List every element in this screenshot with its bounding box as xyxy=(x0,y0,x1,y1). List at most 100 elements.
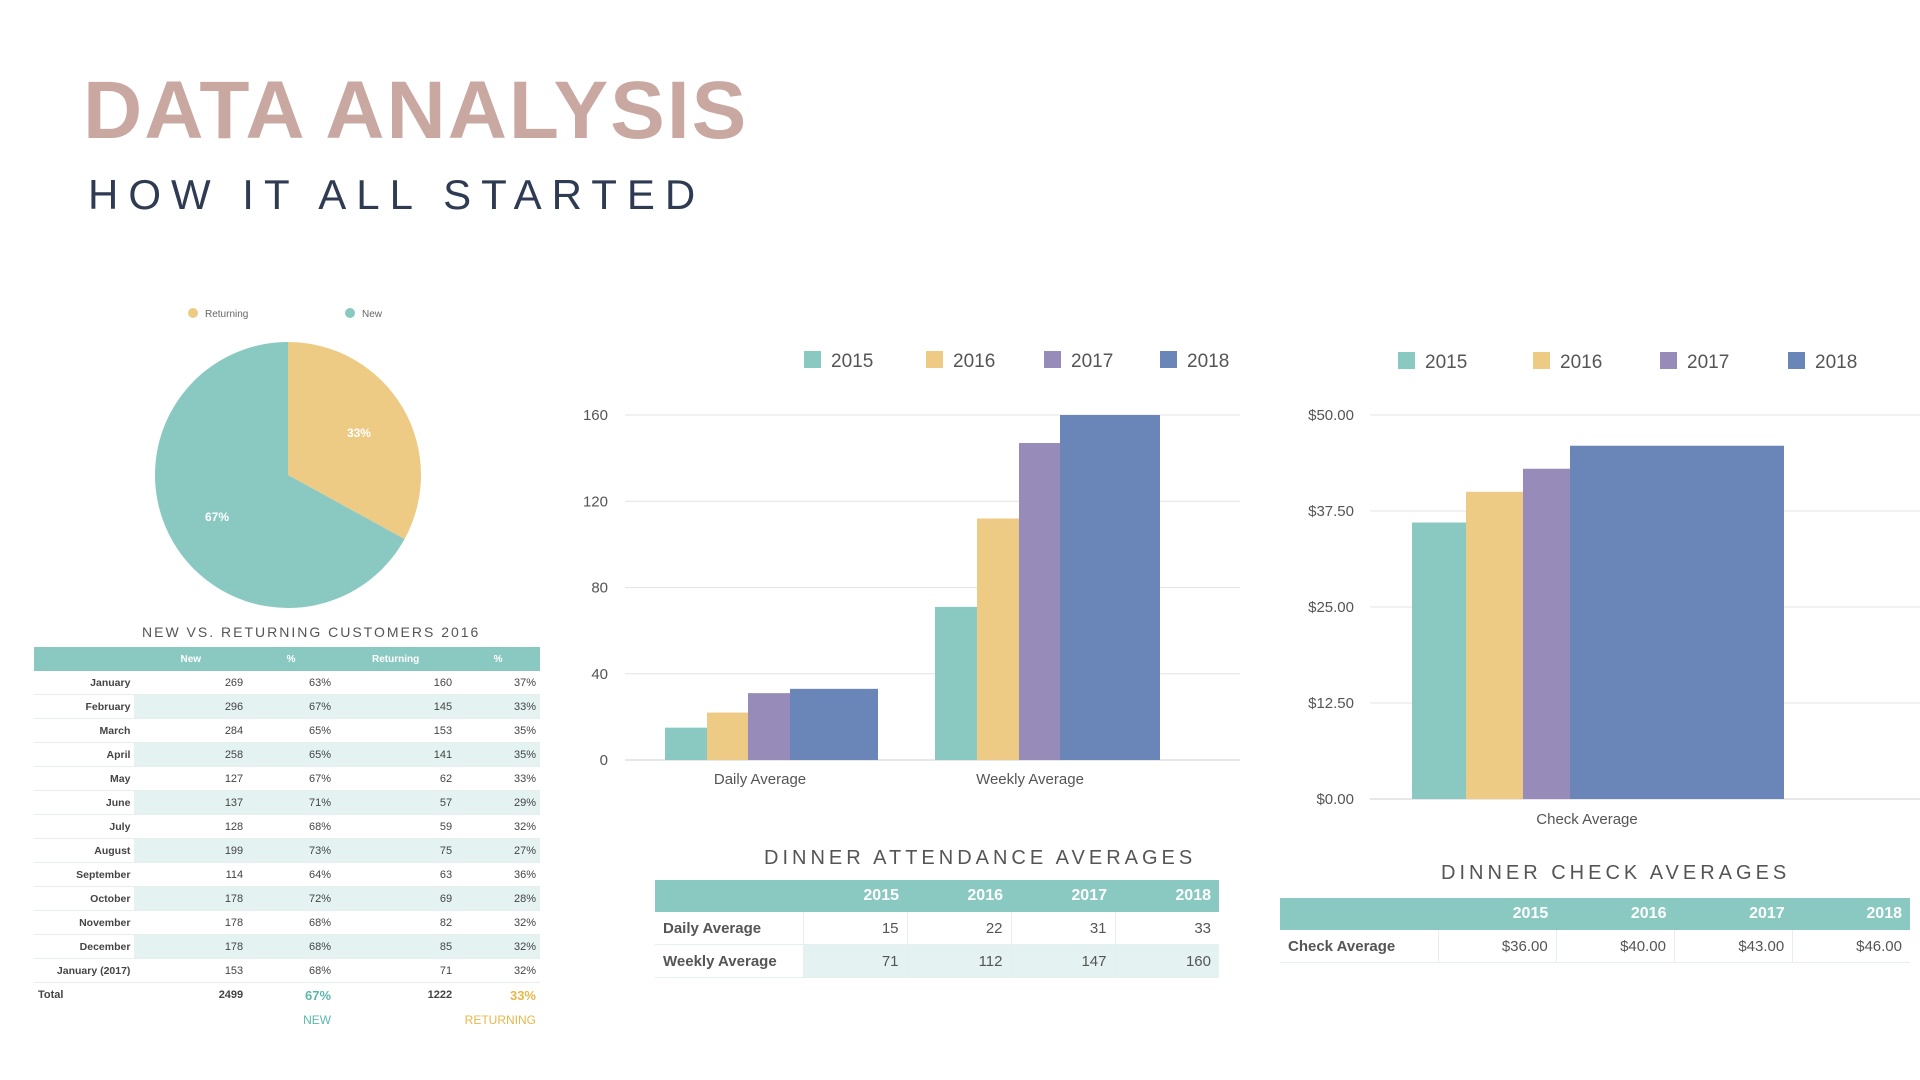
table-cell: $43.00 xyxy=(1673,930,1793,963)
table-cell: $36.00 xyxy=(1437,930,1557,963)
y-tick-label: 80 xyxy=(591,580,608,597)
legend-label: New xyxy=(362,309,383,320)
legend-swatch xyxy=(1660,352,1677,369)
month-label: April xyxy=(34,742,135,767)
table-cell: 32% xyxy=(456,934,540,959)
table-row: May 127 67% 62 33% xyxy=(34,766,540,791)
table-cell: 27% xyxy=(456,838,540,863)
y-tick-label: $0.00 xyxy=(1316,791,1354,808)
table-cell: 82 xyxy=(335,910,457,935)
footer-cell xyxy=(335,1007,456,1033)
page-title: DATA ANALYSIS xyxy=(83,65,749,156)
legend-swatch xyxy=(1044,351,1061,368)
bar xyxy=(935,606,977,760)
table-cell: 64% xyxy=(247,862,336,887)
column-header xyxy=(655,880,803,912)
customers-caption: NEW VS. RETURNING CUSTOMERS 2016 xyxy=(142,624,481,640)
column-header: 2015 xyxy=(803,880,907,912)
legend-swatch xyxy=(188,308,198,318)
customers-table: New% Returning% January 269 63% 160 37% Februa… xyxy=(34,647,540,1033)
row-label: Daily Average xyxy=(655,912,803,945)
table-cell: 160 xyxy=(1114,944,1219,978)
table-cell: 32% xyxy=(456,958,540,983)
attendance-table: 2015 2016 2017 2018 Daily Average 15 22 31 33 We… xyxy=(655,880,1219,978)
column-header xyxy=(1280,898,1438,930)
bar xyxy=(1060,415,1160,760)
table-cell: 67% xyxy=(247,766,336,791)
footer-row: NEW RETURNING xyxy=(34,1007,540,1033)
footer-label-new: NEW xyxy=(303,1013,332,1027)
table-cell: 62 xyxy=(335,766,457,791)
table-cell: 71 xyxy=(335,958,457,983)
legend-label: 2018 xyxy=(1815,352,1857,373)
y-tick-label: $25.00 xyxy=(1308,599,1354,616)
table-cell: 85 xyxy=(335,934,457,959)
month-label: July xyxy=(34,814,135,839)
attendance-bar-chart: 0 40 80 120 160 2015 2016 2017 2018 Daily Average… xyxy=(583,351,1240,788)
table-cell: 73% xyxy=(247,838,336,863)
table-row: November 178 68% 82 32% xyxy=(34,910,540,935)
column-header: % xyxy=(247,647,336,671)
table-cell: 112 xyxy=(906,944,1011,978)
table-cell: 68% xyxy=(247,814,336,839)
bar xyxy=(790,688,878,760)
table-cell: 141 xyxy=(335,742,457,767)
column-header: New xyxy=(134,647,248,671)
table-cell: 33 xyxy=(1114,912,1219,945)
legend-label: 2016 xyxy=(953,351,995,372)
bar xyxy=(1466,491,1523,799)
bar xyxy=(1019,443,1060,760)
table-cell: 145 xyxy=(335,694,457,719)
pie-slice xyxy=(288,342,422,540)
table-cell: 37% xyxy=(456,671,540,695)
total-cell: 67% xyxy=(305,987,332,1003)
legend-swatch xyxy=(345,308,355,318)
table-cell: 36% xyxy=(456,862,540,887)
y-tick-label: $12.50 xyxy=(1308,695,1354,712)
table-cell: 67% xyxy=(247,694,336,719)
table-cell: 127 xyxy=(134,766,248,791)
table-cell: 137 xyxy=(134,790,248,815)
month-label: June xyxy=(34,790,135,815)
y-tick-label: 0 xyxy=(600,752,608,769)
legend-swatch xyxy=(804,351,821,368)
column-header: 2018 xyxy=(1792,898,1910,930)
table-cell: 153 xyxy=(335,718,457,743)
attendance-caption: DINNER ATTENDANCE AVERAGES xyxy=(764,847,1197,869)
table-cell: 71% xyxy=(247,790,336,815)
y-tick-label: 160 xyxy=(583,407,608,424)
table-cell: 65% xyxy=(247,742,336,767)
month-label: February xyxy=(34,694,135,719)
table-cell: 33% xyxy=(456,766,540,791)
column-header: 2016 xyxy=(907,880,1011,912)
bar xyxy=(1523,468,1570,799)
column-header xyxy=(34,647,135,671)
total-cell: 33% xyxy=(509,987,536,1003)
column-header: Returning xyxy=(335,647,457,671)
legend-label: 2015 xyxy=(1425,352,1467,373)
table-cell: 32% xyxy=(456,910,540,935)
y-tick-label: 120 xyxy=(583,493,608,510)
table-cell: 35% xyxy=(456,742,540,767)
table-cell: 33% xyxy=(456,694,540,719)
table-cell: 15 xyxy=(802,912,907,945)
table-cell: 258 xyxy=(134,742,248,767)
table-cell: 68% xyxy=(247,958,336,983)
table-row: February 296 67% 145 33% xyxy=(34,694,540,719)
y-tick-label: 40 xyxy=(591,666,608,683)
legend-label: 2017 xyxy=(1071,351,1113,372)
table-row: January (2017) 153 68% 71 32% xyxy=(34,958,540,983)
table-cell: 160 xyxy=(335,671,457,695)
table-row: March 284 65% 153 35% xyxy=(34,718,540,743)
legend-swatch xyxy=(1160,351,1177,368)
table-cell: 68% xyxy=(247,910,336,935)
table-cell: 35% xyxy=(456,718,540,743)
table-cell: $40.00 xyxy=(1555,930,1675,963)
legend-label: 2017 xyxy=(1687,352,1729,373)
legend-swatch xyxy=(1398,352,1415,369)
bar xyxy=(1412,522,1466,799)
table-cell: 69 xyxy=(335,886,457,911)
column-header: 2016 xyxy=(1556,898,1675,930)
table-cell: 153 xyxy=(134,958,248,983)
pie-chart: Returning New 33% 67% xyxy=(155,308,422,608)
